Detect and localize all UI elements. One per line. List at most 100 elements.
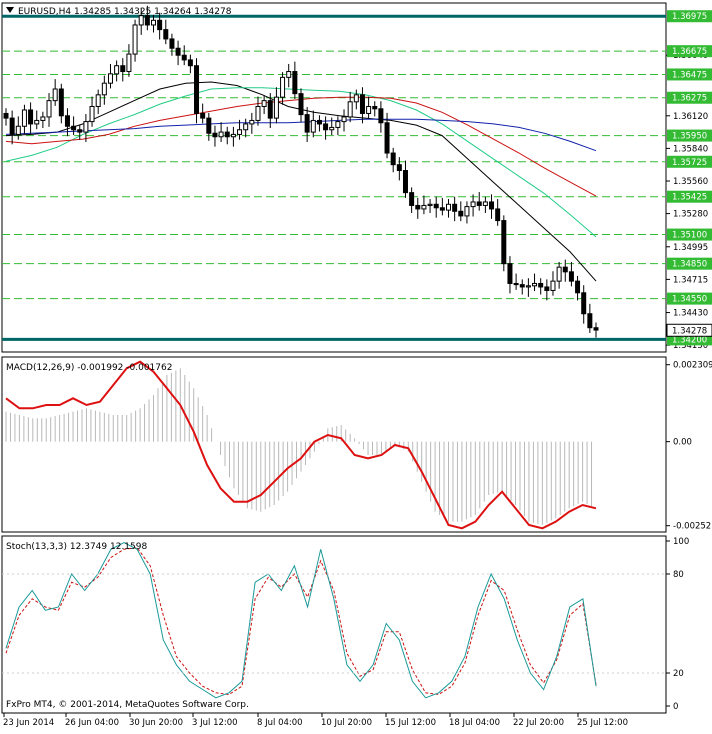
- time-tick-label: 10 Jul 20:00: [321, 718, 372, 728]
- time-tick-label: 26 Jun 04:00: [65, 718, 119, 728]
- candle-body: [575, 280, 581, 294]
- candle-body: [402, 170, 408, 194]
- candle-body: [261, 100, 267, 107]
- candle-body: [323, 123, 329, 131]
- stoch-title: Stoch(13,3,3) 12.3749 12.1598: [6, 542, 147, 552]
- candle-body: [415, 204, 421, 210]
- candle-body: [126, 53, 132, 73]
- candle-body: [249, 119, 255, 125]
- copyright-text: FxPro MT4, © 2001-2014, MetaQuotes Softw…: [6, 700, 249, 710]
- candle-body: [107, 73, 113, 84]
- candle-body: [593, 327, 599, 331]
- level-tag: [667, 257, 712, 270]
- candle-body: [280, 76, 286, 98]
- candle-body: [310, 119, 316, 133]
- candle-body: [507, 263, 513, 284]
- candle-body: [101, 82, 107, 96]
- candle-body: [120, 65, 126, 73]
- candle-body: [58, 88, 64, 117]
- level-tag: [667, 155, 712, 168]
- candle-body: [163, 29, 169, 40]
- candle-body: [341, 116, 347, 123]
- candle-body: [64, 115, 70, 127]
- level-tag-label: 1.35425: [672, 193, 707, 203]
- level-tag-label: 1.36975: [672, 12, 707, 22]
- candle-body: [218, 131, 224, 138]
- candle-body: [587, 313, 593, 329]
- candle-body: [359, 94, 365, 114]
- candle-body: [292, 71, 298, 95]
- time-tick-label: 25 Jul 12:00: [577, 718, 628, 728]
- time-tick-label: 22 Jul 20:00: [513, 718, 564, 728]
- candle-body: [224, 131, 230, 138]
- level-tag: [667, 292, 712, 305]
- time-tick-label: 3 Jul 12:00: [192, 718, 238, 728]
- macd-histogram: [5, 368, 593, 525]
- candle-body: [71, 125, 77, 131]
- candle-body: [384, 122, 390, 154]
- macd-tick-label: 0.00: [673, 438, 692, 448]
- price-tick-label: 1.34715: [673, 275, 708, 285]
- price-axis: 1.366401.361201.358401.355601.352801.349…: [666, 10, 712, 351]
- candle-body: [544, 286, 550, 291]
- price-levels: [2, 14, 666, 341]
- candle-body: [316, 119, 322, 125]
- candle-body: [200, 112, 206, 119]
- price-tick-label: 1.35840: [673, 144, 708, 154]
- candle-body: [446, 203, 451, 211]
- candle-body: [52, 88, 58, 102]
- candle-body: [206, 117, 212, 134]
- candle-body: [525, 285, 531, 288]
- level-tag-label: 1.36275: [672, 94, 707, 104]
- collapse-triangle-icon[interactable]: [6, 7, 14, 13]
- candle-body: [329, 126, 335, 131]
- candle-body: [409, 192, 415, 206]
- candle-body: [230, 133, 236, 138]
- candle-body: [433, 203, 439, 209]
- time-axis: 23 Jun 2014 26 Jun 04:00 30 Jun 20:00 3 Jul…: [3, 713, 628, 728]
- candle-body: [21, 109, 27, 127]
- stoch-pane-frame: [1, 535, 667, 714]
- stoch-tick-label: 80: [673, 570, 684, 580]
- candle-body: [421, 204, 427, 210]
- price-tick-label: 1.34995: [673, 243, 708, 253]
- candle-body: [40, 116, 46, 121]
- candle-body: [83, 121, 89, 133]
- candle-body: [489, 201, 495, 210]
- candle-body: [562, 266, 568, 273]
- level-tag-label: 1.36675: [672, 47, 707, 57]
- price-tick-label: 1.34430: [673, 309, 708, 319]
- candle-body: [470, 201, 476, 208]
- candle-body: [495, 208, 501, 222]
- level-tag-label: 1.35725: [672, 158, 707, 168]
- candle-body: [501, 220, 507, 265]
- level-tag: [667, 10, 712, 23]
- candle-body: [347, 101, 353, 118]
- macd-signal-line: [5, 360, 597, 530]
- candle-body: [519, 284, 525, 288]
- level-tag: [667, 190, 712, 203]
- candle-body: [532, 282, 538, 287]
- level-tag-label: 1.34550: [672, 295, 707, 305]
- price-tick-label: 1.34150: [673, 341, 708, 351]
- stoch-axis: 100 80 20 0: [2, 537, 689, 712]
- level-tag-label: 1.34200: [672, 335, 707, 345]
- candle-body: [458, 210, 464, 217]
- time-tick-label: 23 Jun 2014: [3, 718, 54, 728]
- candle-body: [556, 266, 562, 282]
- candle-body: [181, 54, 187, 61]
- time-tick-label: 8 Jul 04:00: [257, 718, 303, 728]
- candle-body: [95, 94, 101, 107]
- macd-pane: 0.002309 0.00 -0.002521 MACD(12,26,9) -0.0…: [1, 356, 712, 533]
- level-tag: [667, 91, 712, 104]
- macd-tick-label: 0.002309: [673, 361, 712, 371]
- bid-tag: [666, 323, 712, 337]
- level-tag: [667, 45, 712, 58]
- candle-body: [452, 203, 458, 212]
- candle-body: [353, 94, 359, 103]
- level-tag-label: 1.35100: [672, 231, 707, 241]
- stoch-tick-label: 100: [673, 537, 689, 547]
- candle-body: [15, 125, 21, 135]
